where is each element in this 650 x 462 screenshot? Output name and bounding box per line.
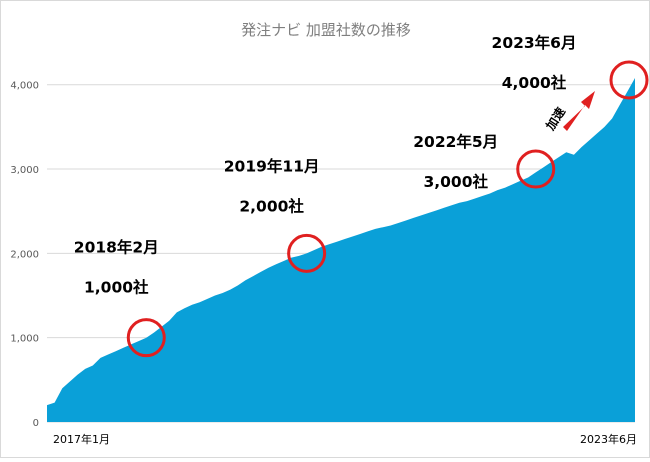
milestone-date: 2019年11月 xyxy=(224,156,320,175)
milestone-circle xyxy=(609,60,649,100)
acceleration-marker: 加速 xyxy=(542,91,595,134)
y-tick-label: 0 xyxy=(33,418,39,429)
milestone-circles xyxy=(126,60,649,358)
x-tick-label-start: 2017年1月 xyxy=(53,432,110,446)
milestone-count: 4,000社 xyxy=(502,73,567,92)
y-axis-ticks: 0 1,000 2,000 3,000 4,000 xyxy=(10,81,39,429)
x-axis-labels: 2017年1月 2023年6月 xyxy=(53,432,637,446)
area-series xyxy=(47,78,635,422)
milestone-count: 3,000社 xyxy=(423,172,488,191)
milestone-count: 1,000社 xyxy=(84,278,149,297)
x-tick-label-end: 2023年6月 xyxy=(580,432,637,446)
milestone-circle xyxy=(126,318,166,358)
area-layer xyxy=(47,78,635,422)
chart-title: 発注ナビ 加盟社数の推移 xyxy=(241,21,411,39)
milestone-date: 2022年5月 xyxy=(413,132,498,151)
milestone-labels: 2018年2月 1,000社 2019年11月 2,000社 2022年5月 3,000社… xyxy=(74,33,577,297)
y-tick-label: 4,000 xyxy=(10,81,39,92)
milestone-date: 2018年2月 xyxy=(74,238,159,257)
y-tick-label: 3,000 xyxy=(10,165,39,176)
y-tick-label: 2,000 xyxy=(10,249,39,260)
milestone-count: 2,000社 xyxy=(239,196,304,215)
accel-label: 加速 xyxy=(542,104,568,133)
milestone-circle xyxy=(287,233,327,273)
milestone-date: 2023年6月 xyxy=(492,33,577,52)
accel-arrow xyxy=(563,91,595,131)
milestone-circle xyxy=(516,149,556,189)
y-tick-label: 1,000 xyxy=(10,334,39,345)
